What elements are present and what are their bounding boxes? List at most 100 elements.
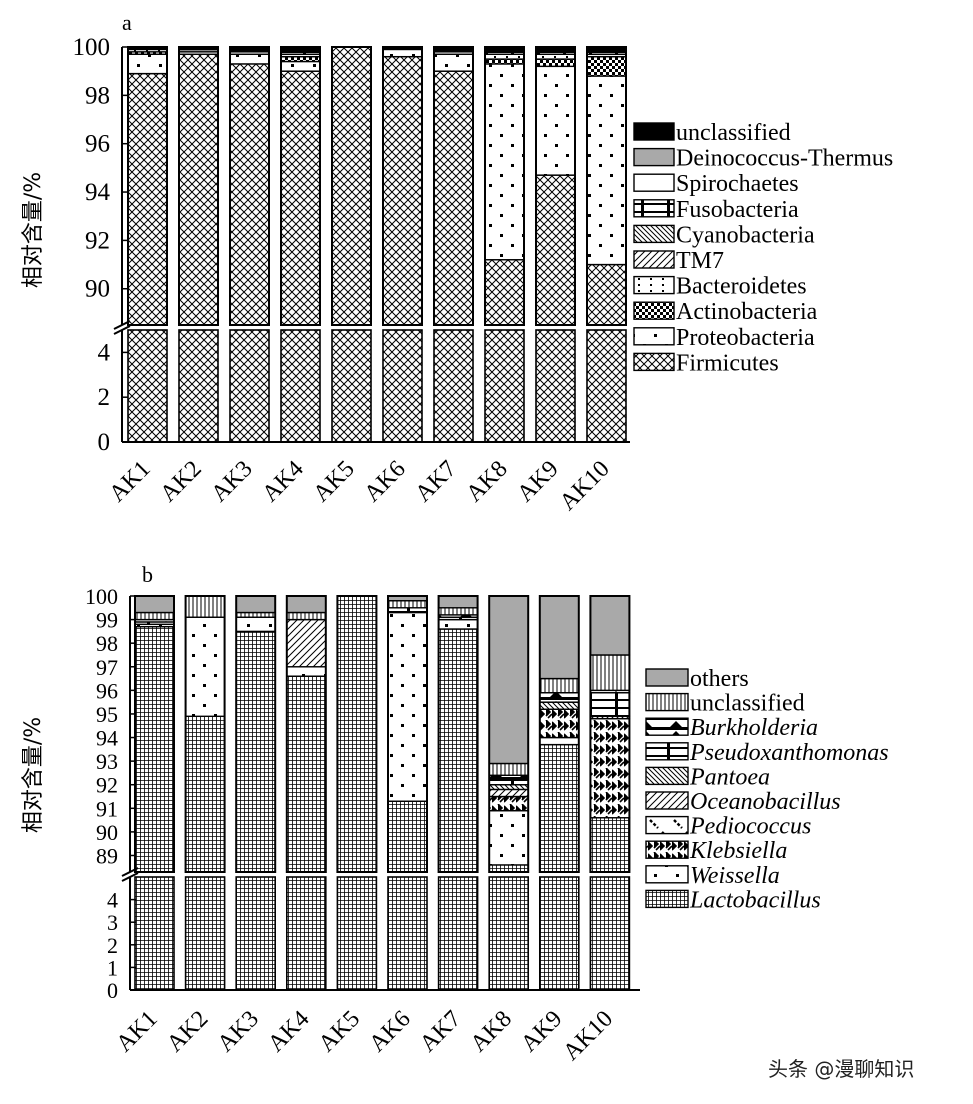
y-tick-label: 2 — [107, 933, 118, 958]
bar-segment-Pantoea — [539, 701, 580, 710]
bar-outline — [134, 595, 175, 873]
x-tick-label: AK3 — [206, 456, 257, 507]
bar-segment-Actinobacteria — [280, 55, 321, 63]
legend-label: Lactobacillus — [689, 887, 821, 913]
bar-outline — [488, 595, 530, 873]
legend-item: Firmicutes — [633, 350, 779, 376]
bar-outline — [589, 595, 631, 873]
axis-break-mark — [113, 325, 131, 335]
bar-segment-others — [437, 595, 479, 609]
bar-segment-Pantoea — [488, 784, 529, 791]
bar-AK7 — [433, 46, 474, 443]
x-tick-label: AK2 — [155, 456, 206, 507]
legend-label: unclassified — [690, 691, 805, 717]
x-tick-label: AK10 — [555, 456, 615, 516]
bar-segment-Proteobacteria — [127, 53, 168, 75]
legend-item: Pseudoxanthomonas — [645, 740, 889, 766]
bar-segment-unclassified — [387, 600, 428, 609]
bar-segment-Firmicutes — [229, 63, 270, 326]
bar-segment-unclassified — [134, 611, 175, 621]
bar-segment-lower-Lactobacillus — [589, 876, 631, 991]
bar-segment-Weissella — [184, 616, 226, 718]
legend-item: Lactobacillus — [645, 887, 821, 913]
bar-segment-Klebsiella — [589, 717, 631, 819]
y-tick-label: 1 — [107, 955, 118, 980]
bar-AK2 — [178, 46, 219, 443]
bar-segment-Proteobacteria — [535, 65, 576, 176]
bar-AK10 — [586, 46, 627, 443]
legend-item: Pediococcus — [645, 814, 811, 840]
bar-segment-Oceanobacillus — [488, 788, 529, 798]
bar-segment-Weissella — [286, 666, 327, 677]
legend-label: Actinobacteria — [676, 299, 818, 325]
y-tick-label: 97 — [96, 655, 118, 680]
legend-item: Proteobacteria — [633, 325, 815, 351]
legend-label: Proteobacteria — [676, 325, 815, 351]
bar-segment-lower-Firmicutes — [178, 329, 219, 443]
bar-segment-Lactobacillus — [539, 743, 580, 873]
bar-segment-Pseudoxanthomonas — [589, 692, 631, 718]
legend-swatch — [633, 199, 675, 218]
bar-segment-unclassified — [235, 611, 276, 618]
bar-segment-Lactobacillus — [336, 595, 378, 873]
bar-segment-others — [539, 595, 580, 680]
y-tick-label: 100 — [73, 34, 111, 61]
bar-segment-lower-Firmicutes — [535, 329, 576, 443]
bar-segment-lower-Lactobacillus — [235, 876, 276, 991]
legend-swatch — [645, 815, 689, 835]
legend-item: Bacteroidetes — [633, 274, 807, 300]
bar-segment-lower-Firmicutes — [433, 329, 474, 443]
x-tick-label: AK5 — [314, 1006, 365, 1057]
bar-outline — [387, 595, 428, 873]
bar-segment-lower-Firmicutes — [229, 329, 270, 443]
x-tick-label: AK1 — [104, 456, 155, 507]
bar-segment-unclassified — [437, 607, 479, 616]
bar-AK6 — [387, 595, 428, 991]
legend-label: Oceanobacillus — [690, 789, 841, 815]
bar-segment-unclassified — [589, 654, 631, 692]
bar-AK6 — [382, 46, 423, 443]
bar-segment-Burkholderia — [488, 774, 529, 781]
x-tick-label: AK2 — [162, 1006, 213, 1057]
bar-outline — [538, 595, 580, 873]
bar-segment-lower-Firmicutes — [331, 329, 372, 443]
legend-swatch — [633, 122, 675, 141]
x-tick-label: AK8 — [466, 1006, 517, 1057]
bar-segment-lower-Lactobacillus — [387, 876, 428, 991]
x-tick-label: AK3 — [213, 1006, 264, 1057]
bar-segment-lower-Firmicutes — [127, 329, 168, 443]
legend-item: Oceanobacillus — [645, 789, 841, 815]
bar-segment-Proteobacteria — [484, 63, 525, 261]
bar-AK2 — [184, 595, 226, 991]
legend-label: Klebsiella — [689, 838, 787, 864]
bar-segment-Weissella — [387, 611, 428, 802]
bar-segment-lower-Firmicutes — [280, 329, 321, 443]
legend-swatch — [633, 224, 675, 244]
x-tick-label: AK8 — [461, 456, 512, 507]
legend-label: Firmicutes — [676, 350, 779, 376]
legend-swatch — [633, 173, 675, 192]
y-tick-label: 100 — [85, 584, 118, 609]
bar-segment-Lactobacillus — [437, 628, 479, 873]
y-tick-label: 93 — [96, 749, 118, 774]
legend-swatch — [633, 327, 675, 346]
legend-item: Pantoea — [645, 764, 770, 790]
x-tick-label: AK10 — [558, 1006, 618, 1066]
y-tick-label: 0 — [107, 978, 118, 1003]
y-tick-label: 0 — [98, 429, 111, 456]
bar-AK8 — [484, 46, 525, 443]
bar-segment-Actinobacteria — [535, 58, 576, 68]
legend-swatch — [633, 275, 675, 295]
bar-segment-lower-Lactobacillus — [134, 876, 175, 991]
legend-label: Bacteroidetes — [676, 274, 807, 300]
bar-outline — [437, 595, 479, 873]
bar-segment-Actinobacteria — [484, 58, 525, 65]
y-tick-label: 4 — [107, 888, 118, 913]
bar-segment-Lactobacillus — [184, 715, 226, 873]
bar-outline — [382, 46, 423, 326]
x-tick-label: AK6 — [364, 1006, 415, 1057]
bar-segment-lower-Lactobacillus — [488, 876, 530, 991]
y-tick-label: 90 — [85, 276, 110, 303]
legend-item: Fusobacteria — [633, 197, 799, 223]
